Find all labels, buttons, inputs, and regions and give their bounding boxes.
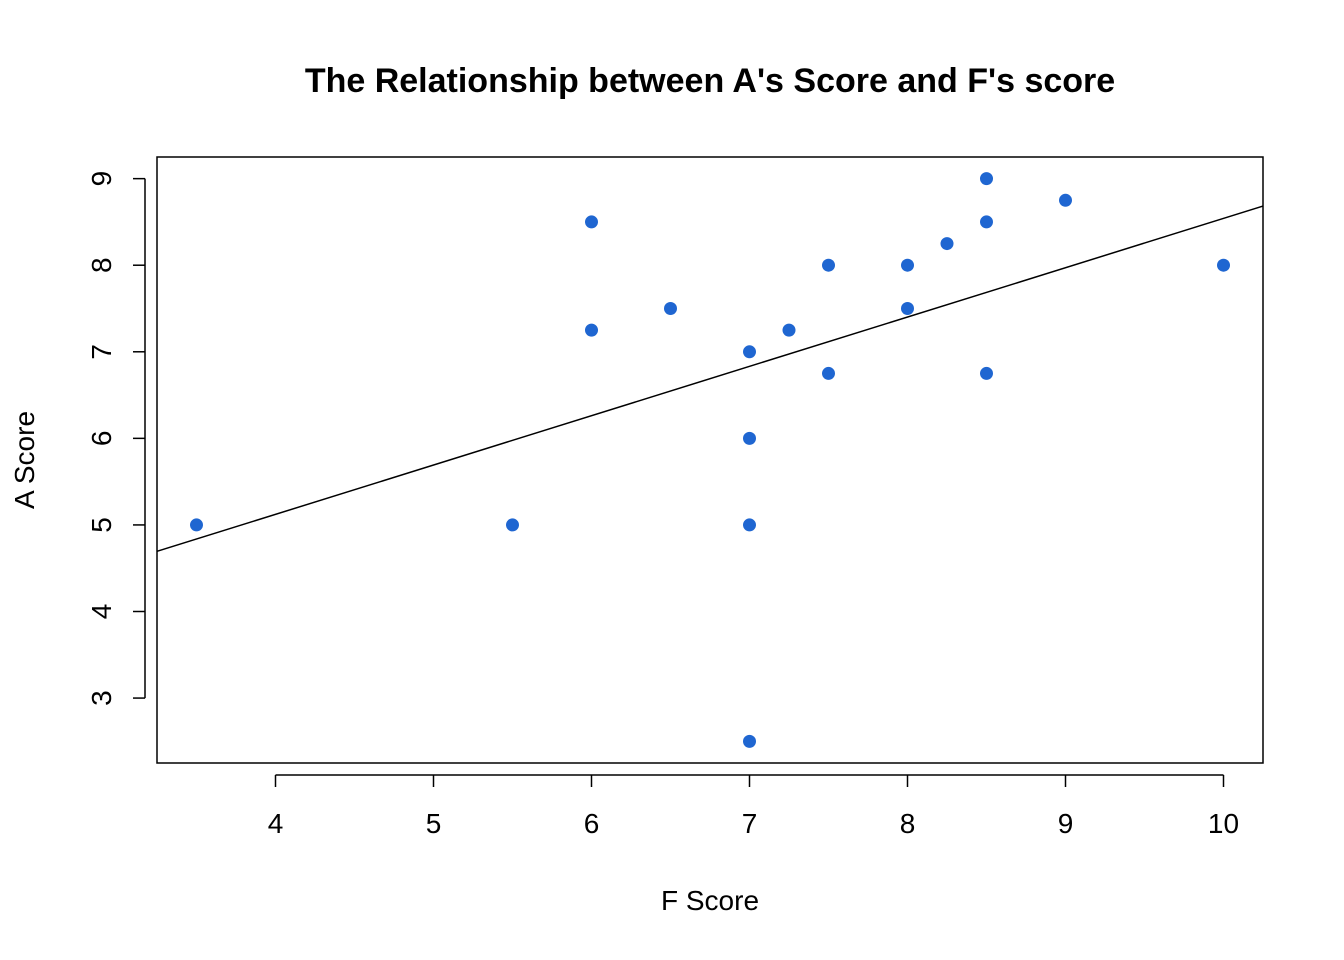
x-tick-label: 4 xyxy=(268,808,284,839)
y-axis: 3 4 5 6 7 8 9 xyxy=(86,171,146,706)
data-point xyxy=(980,366,993,380)
y-tick-label: 8 xyxy=(86,257,117,273)
points-layer xyxy=(190,172,1230,748)
data-point xyxy=(664,302,677,315)
regression-line-layer xyxy=(156,205,1264,553)
data-point xyxy=(743,734,756,748)
x-tick-label: 6 xyxy=(584,808,600,839)
y-tick-label: 9 xyxy=(86,171,117,187)
x-tick-label: 9 xyxy=(1058,808,1074,839)
chart-title: The Relationship between A's Score and F… xyxy=(305,62,1115,100)
data-point xyxy=(782,323,796,337)
x-axis-label: F Score xyxy=(661,885,759,916)
data-point xyxy=(1059,193,1072,207)
data-point xyxy=(743,518,756,532)
y-tick-label: 5 xyxy=(86,517,117,533)
data-point xyxy=(743,431,756,445)
data-point xyxy=(822,366,835,380)
x-tick-label: 5 xyxy=(426,808,442,839)
data-point xyxy=(940,237,954,251)
x-axis: 4 5 6 7 8 9 10 xyxy=(268,774,1239,839)
y-tick-label: 6 xyxy=(86,431,117,447)
data-point xyxy=(585,215,598,229)
regression-line xyxy=(156,205,1264,553)
data-point xyxy=(980,215,993,229)
data-point xyxy=(901,258,914,272)
x-tick-label: 7 xyxy=(742,808,758,839)
y-tick-label: 7 xyxy=(86,344,117,360)
data-point xyxy=(190,518,203,532)
y-tick-label: 4 xyxy=(86,604,117,620)
data-point xyxy=(822,258,835,272)
plot-frame xyxy=(156,156,1264,764)
y-tick-label: 3 xyxy=(86,690,117,706)
data-point xyxy=(980,172,993,186)
x-tick-label: 10 xyxy=(1208,808,1239,839)
data-point xyxy=(1217,258,1230,272)
data-point xyxy=(506,518,519,532)
data-point xyxy=(901,302,914,315)
data-point xyxy=(743,345,756,359)
data-point xyxy=(585,323,598,337)
x-tick-label: 8 xyxy=(900,808,916,839)
y-axis-label: A Score xyxy=(9,411,40,509)
